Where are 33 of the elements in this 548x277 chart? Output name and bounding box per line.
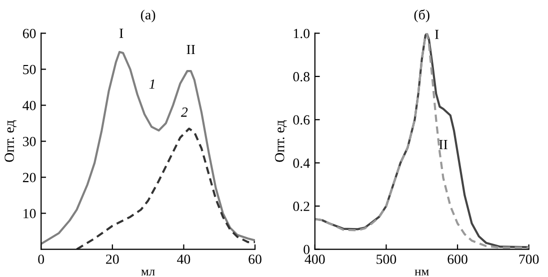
y-tick-label: 0.4 <box>293 158 310 168</box>
y-tick-label: 20 <box>22 172 36 182</box>
y-tick-label: 10 <box>24 208 36 218</box>
x-axis-title: нм <box>414 270 429 276</box>
x-tick-label: 400 <box>304 254 325 264</box>
x-tick-label: 0 <box>38 254 44 264</box>
y-tick-label: 0 <box>304 244 310 254</box>
x-axis-title: мл <box>141 270 155 276</box>
y-axis-title: Опт. ед <box>274 120 287 162</box>
y-tick-label: 40 <box>22 100 36 110</box>
y-tick-label: 0.2 <box>293 202 310 212</box>
x-tick-label: 700 <box>519 254 539 264</box>
x-tick-label: 500 <box>376 254 396 264</box>
annotation: II <box>439 140 448 150</box>
annotation: 2 <box>180 108 188 117</box>
y-tick-label: 0.8 <box>293 72 310 82</box>
annotation: II <box>186 44 195 54</box>
y-tick-label: 60 <box>22 28 36 38</box>
chart-title: (б) <box>414 9 430 22</box>
x-tick-label: 40 <box>177 254 190 264</box>
y-tick-label: 1.0 <box>294 28 310 38</box>
annotation: I <box>435 30 439 39</box>
y-axis-title: Опт. ед <box>4 120 17 162</box>
line-series <box>76 128 256 250</box>
y-tick-label: 30 <box>23 136 36 146</box>
x-tick-label: 60 <box>248 254 262 264</box>
x-tick-label: 600 <box>448 254 468 264</box>
y-tick-label: 50 <box>23 64 36 74</box>
annotation: 1 <box>149 79 154 89</box>
y-tick-label: 0.6 <box>293 115 310 125</box>
chart-title: (а) <box>140 10 156 22</box>
annotation: I <box>120 28 124 38</box>
x-tick-label: 20 <box>106 254 119 264</box>
